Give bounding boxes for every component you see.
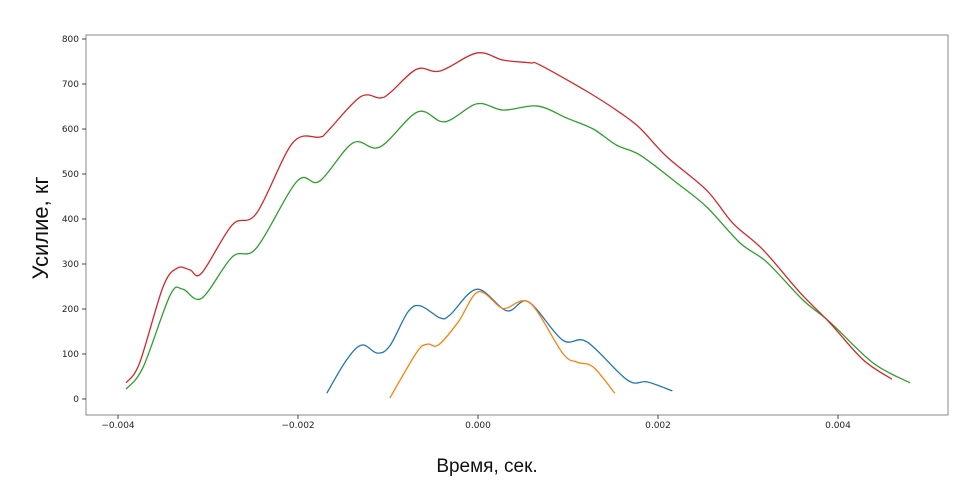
series-line-1 — [389, 291, 616, 399]
y-tick-label: 700 — [62, 80, 79, 90]
plot-area — [85, 34, 949, 416]
series-line-2 — [125, 102, 911, 390]
x-tick-label: −0.004 — [101, 421, 135, 431]
y-tick-label: 800 — [62, 35, 79, 45]
y-tick-label: 400 — [62, 215, 79, 225]
y-tick-label: 500 — [62, 170, 79, 180]
y-tick-label: 200 — [62, 305, 79, 315]
y-axis: 0 100 200 300 400 500 600 700 800 — [62, 35, 86, 405]
x-tick-label: −0.002 — [281, 421, 314, 431]
series-line-3 — [125, 52, 893, 384]
x-tick-label: 0.000 — [465, 421, 491, 431]
x-tick-label: 0.004 — [825, 421, 851, 431]
y-tick-label: 0 — [73, 395, 79, 405]
x-tick-label: 0.002 — [645, 421, 671, 431]
y-tick-label: 300 — [62, 260, 79, 270]
x-axis-label: Время, сек. — [436, 456, 537, 477]
y-tick-label: 600 — [62, 125, 79, 135]
y-tick-label: 100 — [62, 350, 79, 360]
series-lines — [125, 52, 911, 399]
y-axis-label: Усилие, кг — [28, 176, 53, 279]
x-axis: −0.004 −0.002 0.000 0.002 0.004 — [101, 415, 851, 431]
series-line-0 — [326, 288, 673, 394]
